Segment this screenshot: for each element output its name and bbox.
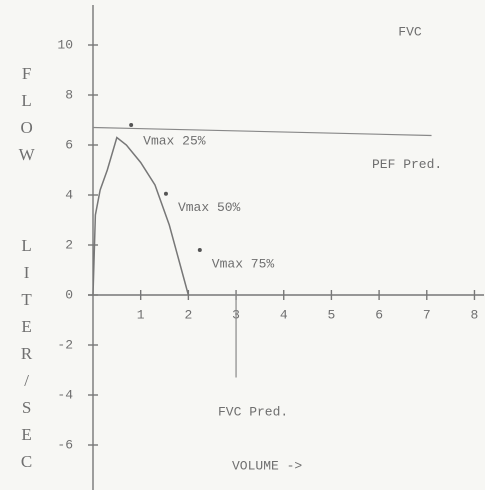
y-tick-label: -2: [57, 337, 73, 352]
x-tick-label: 7: [423, 307, 431, 322]
x-tick-label: 4: [280, 307, 288, 322]
x-tick-label: 1: [137, 307, 145, 322]
vmax-point: [163, 191, 168, 196]
chart-title: FVC: [398, 24, 422, 39]
flow-volume-curve: [92, 136, 190, 296]
pef-pred-line: [92, 126, 432, 137]
x-tick-label: 2: [184, 307, 192, 322]
y-tick-label: 10: [57, 37, 73, 52]
y-tick-label: 6: [65, 137, 73, 152]
pef-pred-label: PEF Pred.: [372, 157, 442, 172]
vmax-point: [129, 123, 134, 127]
y-tick-label: 8: [65, 87, 73, 102]
y-axis-label: LITER/SEC: [17, 236, 36, 479]
y-tick-label: -6: [57, 437, 73, 452]
x-tick-label: 8: [471, 307, 479, 322]
x-tick-label: 6: [375, 307, 383, 322]
x-axis-label: VOLUME ->: [232, 458, 302, 473]
y-tick-label: 0: [65, 287, 73, 302]
y-axis-label: FLOW: [17, 64, 36, 172]
x-tick-label: 5: [328, 307, 336, 322]
vmax-label: Vmax 50%: [178, 200, 241, 215]
fvc-pred-label: FVC Pred.: [218, 404, 288, 419]
vmax-label: Vmax 25%: [143, 133, 206, 148]
y-tick-label: -4: [57, 387, 73, 402]
y-tick-label: 2: [65, 237, 73, 252]
y-tick-label: 4: [65, 187, 73, 202]
vmax-point: [197, 248, 202, 252]
vmax-label: Vmax 75%: [212, 256, 275, 271]
